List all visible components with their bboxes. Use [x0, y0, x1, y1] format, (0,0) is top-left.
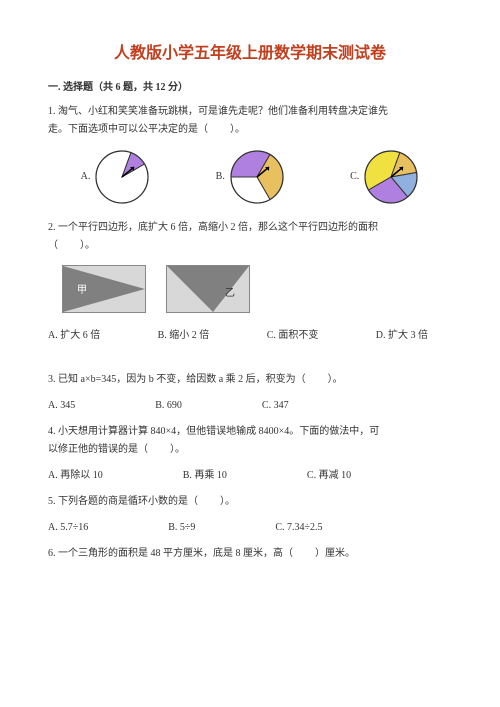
question-5: 5. 下列各题的商是循环小数的是（）。 — [48, 493, 452, 511]
exam-page: 人教版小学五年级上册数学期末测试卷 一. 选择题（共 6 题，共 12 分） 1… — [0, 0, 500, 707]
q4-opt-b: B. 再乘 10 — [183, 467, 227, 485]
shape-jia-label: 甲 — [77, 285, 87, 296]
q4-opt-a: A. 再除以 10 — [48, 467, 103, 485]
question-4: 4. 小天想用计算器计算 840×4，但他错误地输成 8400×4。下面的做法中… — [48, 423, 452, 459]
q2-line1: 2. 一个平行四边形，底扩大 6 倍，高缩小 2 倍，那么这个平行四边形的面积 — [48, 219, 452, 237]
q2-line2: （）。 — [48, 237, 452, 255]
shape-yi-label: 乙 — [225, 287, 235, 299]
q2-options: A. 扩大 6 倍 B. 缩小 2 倍 C. 面积不变 D. 扩大 3 倍 — [48, 327, 428, 345]
question-6: 6. 一个三角形的面积是 48 平方厘米，底是 8 厘米，高（）厘米。 — [48, 545, 452, 563]
spinner-a-group: A. — [81, 149, 151, 205]
question-3: 3. 已知 a×b=345，因为 b 不变，给因数 a 乘 2 后，积变为（）。 — [48, 371, 452, 389]
q3-options: A. 345 B. 690 C. 347 — [48, 397, 452, 415]
page-title: 人教版小学五年级上册数学期末测试卷 — [48, 40, 452, 69]
q3-opt-c: C. 347 — [262, 397, 289, 415]
q3-opt-a: A. 345 — [48, 397, 75, 415]
spinner-a-icon — [94, 149, 150, 205]
spinner-b-icon — [229, 149, 285, 205]
q5-opt-a: A. 5.7÷16 — [48, 519, 88, 537]
q4-options: A. 再除以 10 B. 再乘 10 C. 再减 10 — [48, 467, 452, 485]
q4-line1: 4. 小天想用计算器计算 840×4，但他错误地输成 8400×4。下面的做法中… — [48, 423, 452, 441]
q2-opt-d: D. 扩大 3 倍 — [376, 327, 428, 345]
q2-opt-a: A. 扩大 6 倍 — [48, 327, 100, 345]
section-1-header: 一. 选择题（共 6 题，共 12 分） — [48, 79, 452, 97]
q5-opt-c: C. 7.34÷2.5 — [275, 519, 322, 537]
q1-spinners: A. B. C. — [48, 149, 452, 205]
q1-line1: 1. 淘气、小红和笑笑准备玩跳棋，可是谁先走呢？他们准备利用转盘决定谁先 — [48, 103, 452, 121]
spinner-b-label: B. — [216, 168, 225, 186]
spinner-a-label: A. — [81, 168, 91, 186]
q2-shapes: 甲 乙 — [62, 265, 452, 313]
q1-line2: 走。下面选项中可以公平决定的是（）。 — [48, 121, 452, 139]
q2-opt-c: C. 面积不变 — [267, 327, 319, 345]
q3-opt-b: B. 690 — [155, 397, 182, 415]
spinner-c-group: C. — [350, 149, 419, 205]
spinner-b-group: B. — [216, 149, 285, 205]
shape-yi: 乙 — [166, 265, 250, 313]
q4-line2: 以修正他的错误的是（）。 — [48, 441, 452, 459]
question-1: 1. 淘气、小红和笑笑准备玩跳棋，可是谁先走呢？他们准备利用转盘决定谁先 走。下… — [48, 103, 452, 139]
shape-jia: 甲 — [62, 265, 146, 313]
q5-options: A. 5.7÷16 B. 5÷9 C. 7.34÷2.5 — [48, 519, 452, 537]
q5-opt-b: B. 5÷9 — [168, 519, 195, 537]
question-2: 2. 一个平行四边形，底扩大 6 倍，高缩小 2 倍，那么这个平行四边形的面积 … — [48, 219, 452, 255]
spinner-c-label: C. — [350, 168, 359, 186]
q4-opt-c: C. 再减 10 — [307, 467, 351, 485]
spinner-c-icon — [363, 149, 419, 205]
q2-opt-b: B. 缩小 2 倍 — [158, 327, 210, 345]
